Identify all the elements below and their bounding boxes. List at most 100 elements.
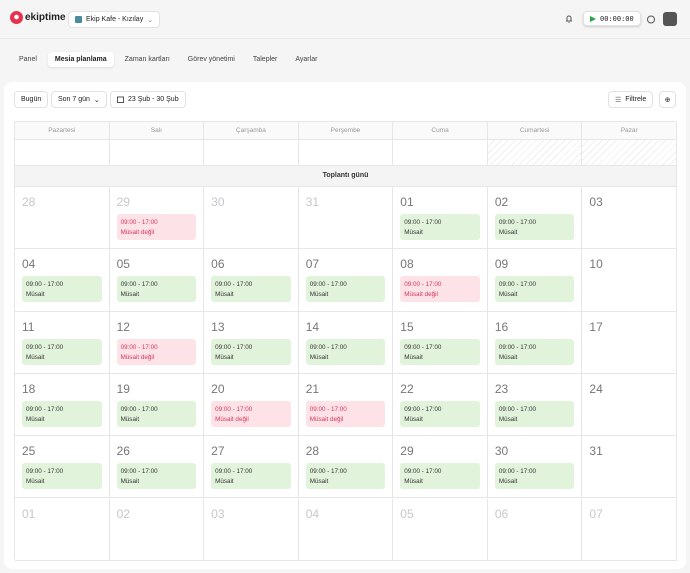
shift-time: 09:00 - 17:00 <box>309 281 347 289</box>
shift-status: Müsait değil <box>120 229 155 236</box>
day-cell[interactable]: 30 09:00 - 17:00 Müsait <box>487 436 583 499</box>
shift-status: Müsait <box>404 478 423 486</box>
day-cell[interactable]: 29 09:00 - 17:00 Müsait <box>393 436 488 499</box>
day-cell[interactable]: 06 <box>487 498 583 561</box>
day-cell[interactable]: 04 <box>298 498 394 561</box>
day-cell[interactable]: 04 09:00 - 17:00 Müsait <box>15 249 110 312</box>
calendar-card: Bugün Son 7 gün ⌄ 23 Şub - 30 Şub ☰ Filtre… <box>4 82 686 569</box>
day-cell[interactable]: 17 <box>582 311 677 374</box>
shift[interactable]: 09:00 - 17:00 Müsait <box>494 214 575 240</box>
day-number: 15 <box>400 319 414 334</box>
shift[interactable]: 09:00 - 17:00 Müsait <box>494 338 575 365</box>
day-cell[interactable]: 02 09:00 - 17:00 Müsait <box>487 187 583 250</box>
shift[interactable]: 09:00 - 17:00 Müsait değil <box>305 400 386 427</box>
day-cell[interactable]: 27 09:00 - 17:00 Müsait <box>204 436 299 499</box>
shift[interactable]: 09:00 - 17:00 Müsait <box>400 400 480 427</box>
nav-tab[interactable]: Görev yönetimi <box>187 56 235 63</box>
add-button[interactable]: ⊕ <box>659 91 676 108</box>
shift[interactable]: 09:00 - 17:00 Müsait <box>400 463 480 490</box>
shift[interactable]: 09:00 - 17:00 Müsait <box>494 463 575 490</box>
shift-status: Müsait <box>26 478 45 486</box>
shift[interactable]: 09:00 - 17:00 Müsait değil <box>211 400 291 427</box>
shift[interactable]: 09:00 - 17:00 Müsait değil <box>116 214 197 240</box>
shift[interactable]: 09:00 - 17:00 Müsait <box>116 400 197 427</box>
day-number: 29 <box>400 444 414 459</box>
day-cell[interactable]: 12 09:00 - 17:00 Müsait değil <box>109 311 205 374</box>
nav-tab[interactable]: Panel <box>19 56 37 63</box>
day-cell[interactable]: 15 09:00 - 17:00 Müsait <box>393 311 488 374</box>
shift-time: 09:00 - 17:00 <box>215 405 253 413</box>
shift[interactable]: 09:00 - 17:00 Müsait <box>400 338 480 365</box>
workspace-select[interactable]: Ekip Kafe - Kızılay ⌄ <box>68 11 161 28</box>
day-number: 07 <box>589 506 603 521</box>
day-cell[interactable]: 23 09:00 - 17:00 Müsait <box>487 373 583 437</box>
shift[interactable]: 09:00 - 17:00 Müsait değil <box>116 338 197 365</box>
day-cell[interactable]: 30 <box>204 187 299 250</box>
range-select[interactable]: Son 7 gün ⌄ <box>51 91 107 108</box>
day-cell[interactable]: 03 <box>204 498 299 561</box>
day-cell[interactable]: 10 <box>582 249 677 312</box>
day-cell[interactable]: 21 09:00 - 17:00 Müsait değil <box>298 373 394 437</box>
shift[interactable]: 09:00 - 17:00 Müsait <box>494 276 575 303</box>
day-cell[interactable]: 01 <box>15 498 110 561</box>
day-cell[interactable]: 31 <box>582 436 677 499</box>
day-cell[interactable]: 16 09:00 - 17:00 Müsait <box>487 311 583 374</box>
day-cell[interactable]: 07 <box>582 498 677 561</box>
shift[interactable]: 09:00 - 17:00 Müsait <box>305 338 386 365</box>
nav-tab[interactable]: Talepler <box>252 56 278 63</box>
day-cell[interactable]: 03 <box>582 187 677 250</box>
clock-icon[interactable] <box>646 14 656 24</box>
shift[interactable]: 09:00 - 17:00 Müsait <box>305 463 386 490</box>
nav-tab[interactable]: Ayarlar <box>295 56 318 63</box>
shift[interactable]: 09:00 - 17:00 Müsait <box>494 400 575 427</box>
day-cell[interactable]: 29 09:00 - 17:00 Müsait değil <box>109 187 205 250</box>
day-cell[interactable]: 18 09:00 - 17:00 Müsait <box>15 373 110 437</box>
day-cell[interactable]: 20 09:00 - 17:00 Müsait değil <box>204 373 299 437</box>
shift[interactable]: 09:00 - 17:00 Müsait <box>211 463 291 490</box>
day-number: 16 <box>494 319 509 334</box>
day-cell[interactable]: 02 <box>109 498 205 561</box>
day-cell[interactable]: 08 09:00 - 17:00 Müsait değil <box>393 249 488 312</box>
bell-icon[interactable] <box>564 14 574 24</box>
shift[interactable]: 09:00 - 17:00 Müsait <box>22 276 102 303</box>
day-cell[interactable]: 31 <box>298 187 394 250</box>
day-cell[interactable]: 22 09:00 - 17:00 Müsait <box>393 373 488 437</box>
day-cell[interactable]: 28 09:00 - 17:00 Müsait <box>298 436 394 499</box>
date-range[interactable]: 23 Şub - 30 Şub <box>110 91 186 108</box>
shift[interactable]: 09:00 - 17:00 Müsait değil <box>400 276 480 303</box>
day-cell[interactable]: 06 09:00 - 17:00 Müsait <box>204 249 299 312</box>
day-cell[interactable]: 09 09:00 - 17:00 Müsait <box>487 249 583 312</box>
logo[interactable]: ekiptime <box>10 11 66 24</box>
filter-button[interactable]: ☰ Filtrele <box>608 91 654 108</box>
shift[interactable]: 09:00 - 17:00 Müsait <box>22 338 102 365</box>
day-cell[interactable]: 05 09:00 - 17:00 Müsait <box>109 249 205 312</box>
shift[interactable]: 09:00 - 17:00 Müsait <box>116 463 197 490</box>
day-cell[interactable]: 13 09:00 - 17:00 Müsait <box>204 311 299 374</box>
shift[interactable]: 09:00 - 17:00 Müsait <box>22 400 102 427</box>
day-cell[interactable]: 19 09:00 - 17:00 Müsait <box>109 373 205 437</box>
shift-status: Müsait <box>120 291 140 299</box>
day-cell[interactable]: 01 09:00 - 17:00 Müsait <box>393 187 488 250</box>
day-cell[interactable]: 11 09:00 - 17:00 Müsait <box>15 311 110 374</box>
shift[interactable]: 09:00 - 17:00 Müsait <box>211 338 291 365</box>
day-number: 03 <box>211 506 225 521</box>
day-cell[interactable]: 28 <box>15 187 110 250</box>
nav-tab[interactable]: Zaman kartları <box>124 56 170 63</box>
shift[interactable]: 09:00 - 17:00 Müsait <box>305 276 386 303</box>
shift[interactable]: 09:00 - 17:00 Müsait <box>400 214 480 240</box>
shift[interactable]: 09:00 - 17:00 Müsait <box>116 276 197 303</box>
day-cell[interactable]: 05 <box>393 498 488 561</box>
nav-tab[interactable]: Mesia planlama <box>47 52 114 67</box>
shift[interactable]: 09:00 - 17:00 Müsait <box>22 463 102 490</box>
day-cell[interactable]: 25 09:00 - 17:00 Müsait <box>15 436 110 499</box>
timer[interactable]: 00:00:00 <box>583 11 641 26</box>
shift[interactable]: 09:00 - 17:00 Müsait <box>211 276 291 303</box>
day-cell[interactable]: 24 <box>582 373 677 437</box>
shift-status: Müsait <box>26 415 45 423</box>
day-cell[interactable]: 14 09:00 - 17:00 Müsait <box>298 311 394 374</box>
calendar-grid: Pazartesi Salı Çarşamba Perşembe Cuma Cumarte… <box>14 121 677 561</box>
day-cell[interactable]: 26 09:00 - 17:00 Müsait <box>109 436 205 499</box>
avatar[interactable] <box>663 12 677 26</box>
day-cell[interactable]: 07 09:00 - 17:00 Müsait <box>298 249 394 312</box>
today-button[interactable]: Bugün <box>14 91 49 108</box>
